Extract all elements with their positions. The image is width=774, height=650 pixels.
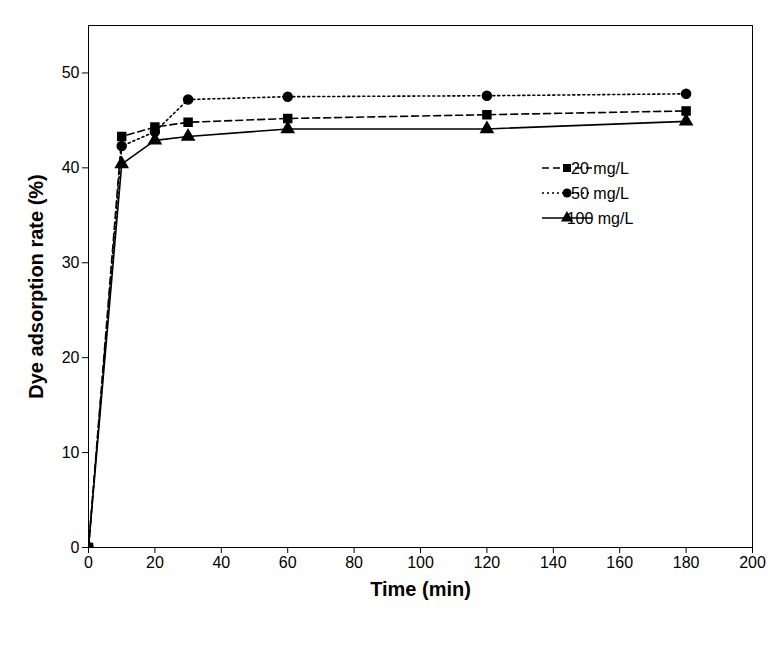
svg-text:180: 180 (673, 554, 700, 571)
svg-text:20: 20 (62, 349, 80, 366)
svg-text:100 mg/L: 100 mg/L (567, 210, 634, 227)
svg-text:0: 0 (71, 539, 80, 556)
svg-text:0: 0 (84, 554, 93, 571)
svg-text:Dye adsorption rate (%): Dye adsorption rate (%) (25, 174, 47, 398)
svg-text:30: 30 (62, 254, 80, 271)
svg-text:60: 60 (279, 554, 297, 571)
svg-text:50: 50 (62, 64, 80, 81)
svg-text:80: 80 (345, 554, 363, 571)
svg-text:120: 120 (474, 554, 501, 571)
svg-text:20 mg/L: 20 mg/L (571, 160, 629, 177)
svg-text:10: 10 (62, 444, 80, 461)
svg-text:40: 40 (212, 554, 230, 571)
svg-text:40: 40 (62, 159, 80, 176)
svg-text:20: 20 (146, 554, 164, 571)
svg-text:50 mg/L: 50 mg/L (571, 185, 629, 202)
svg-text:140: 140 (540, 554, 567, 571)
svg-text:Time (min): Time (min) (370, 578, 471, 600)
svg-text:200: 200 (739, 554, 766, 571)
svg-text:160: 160 (606, 554, 633, 571)
svg-text:100: 100 (407, 554, 434, 571)
